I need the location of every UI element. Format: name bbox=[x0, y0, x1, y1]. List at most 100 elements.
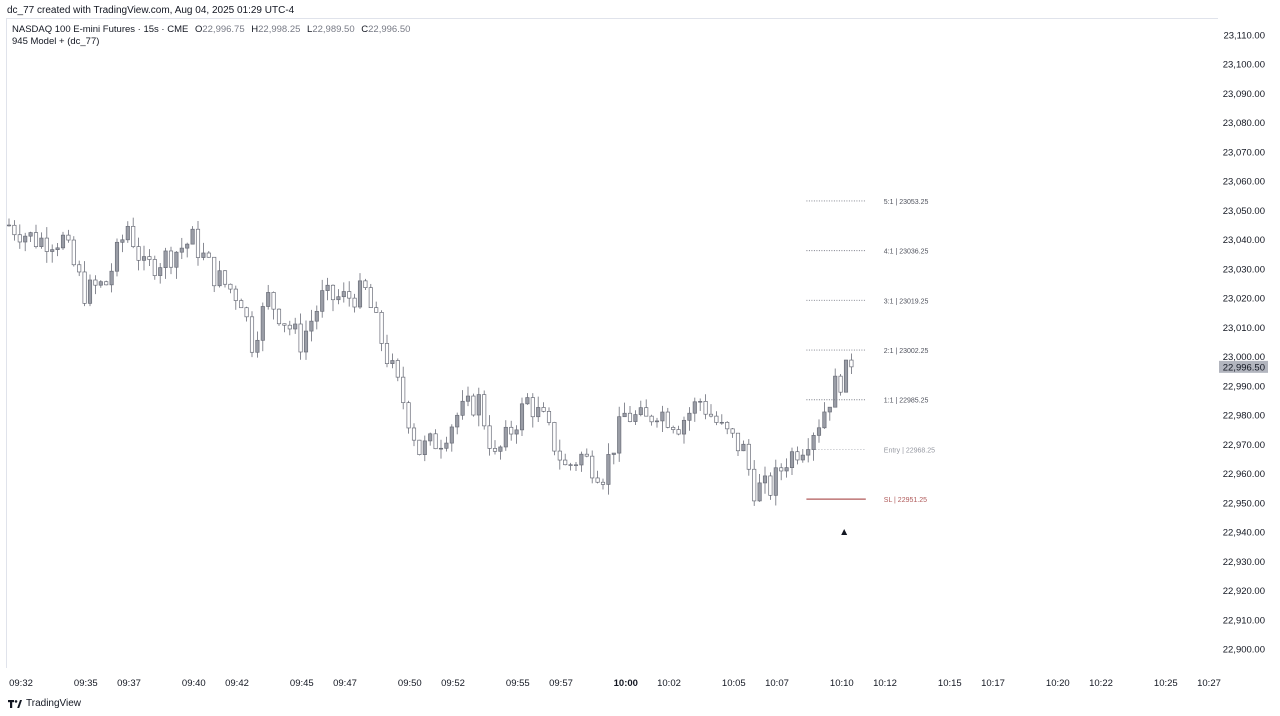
candle-body bbox=[87, 279, 93, 304]
candle-body bbox=[363, 280, 368, 288]
y-tick-label: 23,080.00 bbox=[1223, 118, 1265, 129]
candle-body bbox=[552, 422, 557, 452]
candle-body bbox=[665, 411, 670, 428]
level-label: 4:1 | 23036.25 bbox=[884, 249, 929, 256]
candle-body bbox=[590, 455, 595, 479]
candle-body bbox=[584, 453, 589, 457]
y-tick-label: 22,950.00 bbox=[1223, 498, 1265, 509]
candle-body bbox=[276, 308, 282, 325]
candle-body bbox=[600, 481, 606, 485]
candle-body bbox=[627, 412, 633, 422]
y-tick-label: 23,010.00 bbox=[1223, 323, 1265, 334]
indicator-legend[interactable]: 945 Model + (dc_77) bbox=[12, 36, 100, 47]
candle-body bbox=[557, 450, 562, 461]
x-tick-label: 09:52 bbox=[441, 678, 465, 689]
low-label: L bbox=[307, 24, 313, 35]
footer-brand-label: TradingView bbox=[26, 698, 82, 709]
candle-body bbox=[789, 451, 795, 468]
candle-body bbox=[260, 306, 265, 341]
x-tick-label: 10:15 bbox=[938, 678, 962, 689]
candle-body bbox=[244, 307, 249, 318]
footer-brand: TradingView bbox=[8, 698, 81, 709]
candle-body bbox=[23, 235, 28, 243]
candle-body bbox=[498, 446, 503, 452]
candle-body bbox=[98, 281, 103, 286]
x-tick-label: 09:55 bbox=[506, 678, 530, 689]
candle-body bbox=[158, 267, 163, 276]
candle-body bbox=[347, 291, 352, 299]
candle-body bbox=[401, 376, 406, 404]
y-tick-label: 23,020.00 bbox=[1223, 294, 1265, 305]
x-tick-label: 10:00 bbox=[614, 678, 638, 689]
candle-body bbox=[703, 401, 708, 415]
candle-body bbox=[428, 433, 433, 442]
candle-body bbox=[725, 421, 730, 430]
candle-body bbox=[671, 427, 676, 430]
candle-body bbox=[141, 256, 147, 261]
candle-body bbox=[287, 324, 292, 330]
candle-body bbox=[455, 414, 460, 428]
x-tick-label: 10:20 bbox=[1046, 678, 1070, 689]
candle-body bbox=[768, 475, 773, 496]
candle-body bbox=[152, 259, 157, 276]
x-tick-label: 10:07 bbox=[765, 678, 789, 689]
candle-body bbox=[568, 464, 573, 466]
candle-body bbox=[33, 232, 39, 247]
triangle-up-icon bbox=[841, 529, 848, 536]
tradingview-logo-icon bbox=[8, 699, 22, 708]
x-tick-label: 10:25 bbox=[1154, 678, 1178, 689]
candle-body bbox=[195, 228, 201, 258]
symbol-name[interactable]: NASDAQ 100 E-mini Futures · 15s · CME bbox=[12, 24, 189, 35]
candle-body bbox=[806, 449, 811, 456]
candle-body bbox=[492, 448, 498, 452]
open-label: O bbox=[194, 24, 203, 35]
candle-body bbox=[136, 246, 141, 261]
candle-body bbox=[444, 442, 449, 449]
candle-body bbox=[233, 288, 238, 301]
x-tick-label: 09:32 bbox=[9, 678, 33, 689]
candle-body bbox=[611, 452, 616, 455]
low-value: 22,989.50 bbox=[312, 24, 355, 35]
candle-body bbox=[422, 440, 427, 455]
candle-body bbox=[503, 426, 508, 448]
candle-body bbox=[39, 237, 44, 247]
candle-body bbox=[530, 397, 535, 418]
last-price-label: 22,996.50 bbox=[1223, 362, 1265, 373]
candle-body bbox=[201, 252, 206, 258]
x-tick-label: 10:02 bbox=[657, 678, 681, 689]
candle-body bbox=[784, 467, 789, 472]
candle-body bbox=[757, 482, 762, 502]
candle-body bbox=[762, 475, 768, 484]
y-tick-label: 22,940.00 bbox=[1223, 528, 1265, 539]
candle-body bbox=[131, 225, 136, 247]
candle-body bbox=[746, 443, 751, 470]
candle-body bbox=[482, 394, 487, 427]
candle-body bbox=[460, 400, 465, 416]
candle-body bbox=[325, 284, 330, 291]
candle-body bbox=[638, 407, 643, 415]
y-tick-label: 22,960.00 bbox=[1223, 469, 1265, 480]
candle-body bbox=[649, 415, 654, 423]
candle-body bbox=[719, 421, 724, 424]
candle-body bbox=[50, 249, 55, 252]
candle-body bbox=[476, 394, 481, 416]
candle-body bbox=[698, 401, 703, 403]
candle-body bbox=[606, 454, 611, 485]
candle-body bbox=[843, 359, 849, 393]
candle-body bbox=[741, 443, 746, 452]
candle-body bbox=[541, 407, 546, 412]
close-label: C bbox=[361, 24, 369, 35]
x-tick-label: 10:22 bbox=[1089, 678, 1113, 689]
candle-body bbox=[449, 426, 454, 444]
high-value: 22,998.25 bbox=[258, 24, 301, 35]
x-tick-label: 09:57 bbox=[549, 678, 573, 689]
chart-frame[interactable] bbox=[6, 18, 1218, 668]
y-tick-label: 22,990.00 bbox=[1223, 381, 1265, 392]
y-tick-label: 23,040.00 bbox=[1223, 235, 1265, 246]
candle-body bbox=[595, 477, 600, 483]
x-tick-label: 09:37 bbox=[117, 678, 141, 689]
x-tick-label: 10:17 bbox=[981, 678, 1005, 689]
y-tick-label: 23,050.00 bbox=[1223, 206, 1265, 217]
candle-body bbox=[433, 433, 438, 450]
